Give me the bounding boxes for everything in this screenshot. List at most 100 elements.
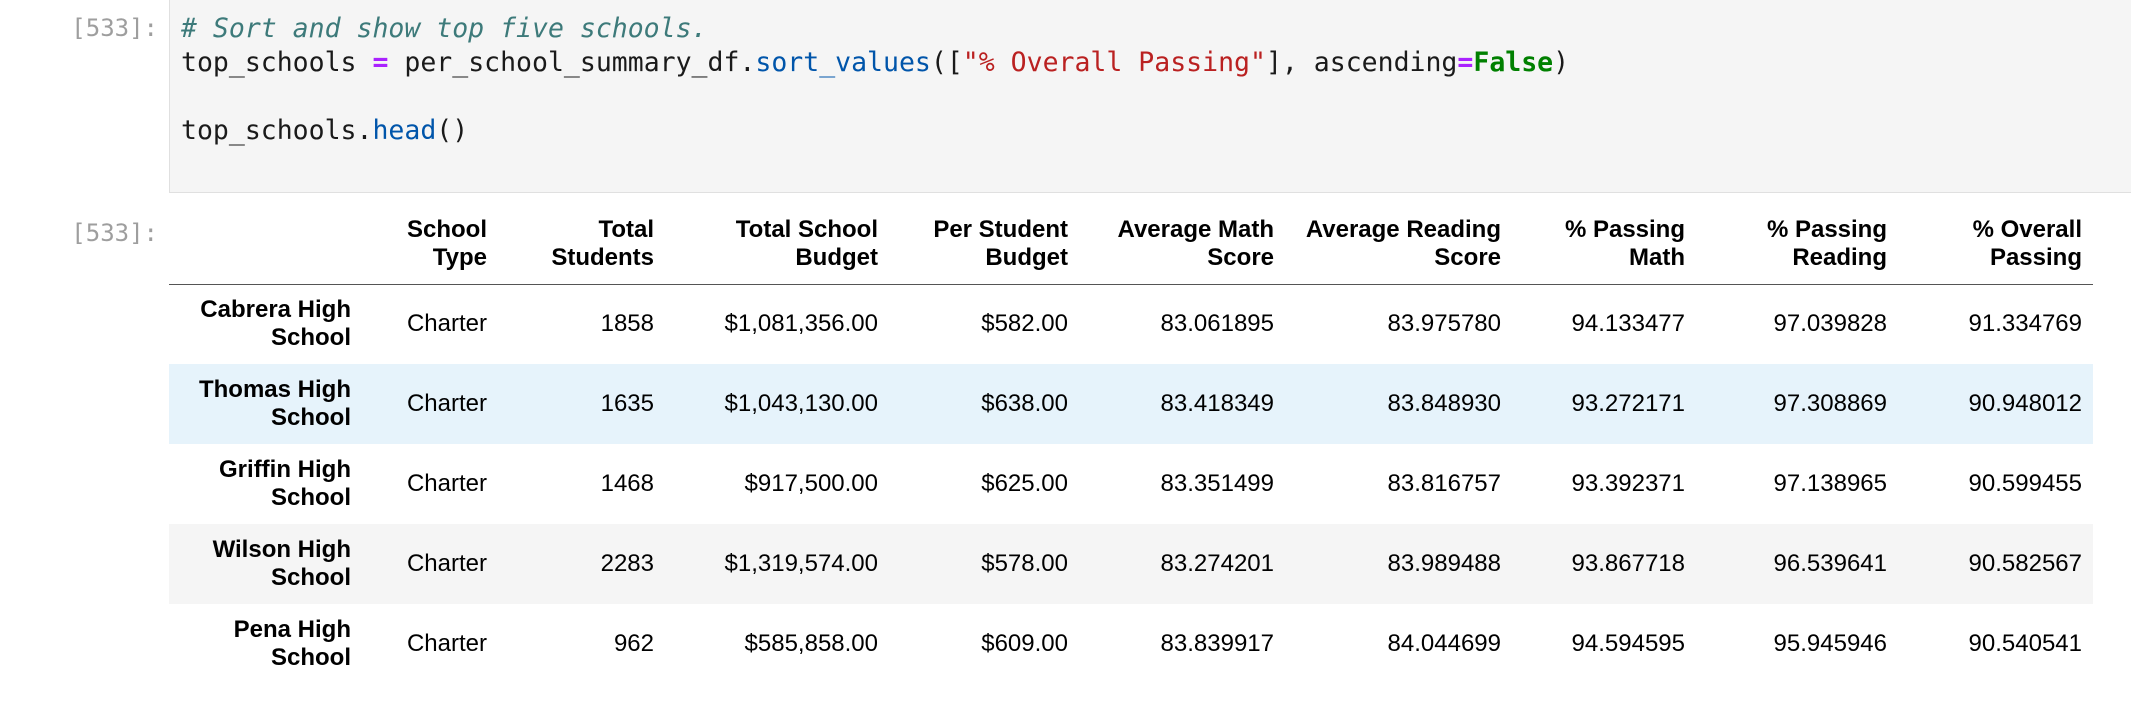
table-cell: 962	[613, 630, 654, 657]
code-token-keyword: False	[1473, 47, 1554, 78]
column-header-text: Budget	[985, 243, 1068, 271]
row-index-text: Wilson High	[212, 536, 351, 563]
row-index-label: Wilson High School	[169, 524, 362, 604]
code-cell-editor[interactable]: # Sort and show top five schools. top_sch…	[169, 0, 2131, 193]
column-header-text: Score	[1207, 243, 1274, 271]
column-header: Total School Budget	[665, 200, 889, 285]
table-body: Cabrera High School Charter 1858 $1,081,356.…	[169, 284, 2093, 684]
row-index-text: School	[270, 324, 351, 352]
code-token-object: per_school_summary_df.	[388, 47, 756, 78]
table-cell: 1635	[600, 390, 654, 417]
output-area: School Type Total Students Total School Budge…	[169, 200, 2093, 684]
table-cell: 95.945946	[1773, 630, 1887, 657]
table-cell: Charter	[406, 470, 487, 497]
column-header-text: Total School	[735, 215, 878, 243]
column-header: Average Math Score	[1079, 200, 1285, 285]
column-header-text: % Passing	[1766, 215, 1887, 243]
code-token-object-2: top_schools.	[181, 115, 373, 146]
table-cell: Charter	[406, 630, 487, 657]
table-cell: $609.00	[981, 630, 1068, 657]
table-header-row: School Type Total Students Total School Budge…	[169, 200, 2093, 285]
column-header-text: Type	[432, 243, 487, 271]
table-cell: 94.594595	[1571, 630, 1685, 657]
table-cell: $638.00	[981, 390, 1068, 417]
index-header	[169, 200, 362, 285]
code-line-3	[181, 80, 2120, 114]
table-cell: Charter	[406, 550, 487, 577]
row-index-text: Cabrera High	[200, 296, 351, 324]
row-index-text: Griffin High	[219, 456, 351, 483]
table-cell: 94.133477	[1571, 310, 1685, 338]
table-cell: 1858	[600, 310, 654, 338]
table-cell: 83.989488	[1387, 550, 1501, 577]
column-header-text: Average Reading	[1305, 215, 1501, 243]
code-line-1: # Sort and show top five schools.	[181, 12, 2120, 46]
table-cell: $917,500.00	[744, 470, 878, 497]
row-index-text: School	[270, 484, 351, 511]
code-token-method-2: head	[372, 115, 437, 146]
table-cell: 93.392371	[1571, 470, 1685, 497]
table-cell: 97.039828	[1773, 310, 1887, 338]
row-index-label: Cabrera High School	[169, 284, 362, 364]
row-index-text: Thomas High	[198, 376, 351, 403]
table-cell: $625.00	[981, 470, 1068, 497]
table-row: Pena High School Charter 962 $585,858.00 $609…	[169, 604, 2093, 684]
table-cell: 97.138965	[1773, 470, 1887, 497]
column-header-text: % Passing	[1564, 215, 1685, 243]
code-token-open: ([	[930, 47, 963, 78]
dataframe-table: School Type Total Students Total School Budge…	[169, 200, 2093, 684]
row-index-text: School	[270, 644, 351, 671]
column-header-text: Reading	[1792, 243, 1887, 271]
table-cell: $578.00	[981, 550, 1068, 577]
table-cell: 90.948012	[1968, 390, 2082, 417]
column-header: % Overall Passing	[1898, 200, 2093, 285]
code-line-4: top_schools.head()	[181, 114, 2120, 148]
column-header-text: Math	[1629, 243, 1685, 271]
table-row: Cabrera High School Charter 1858 $1,081,356.…	[169, 284, 2093, 364]
column-header-text: Budget	[795, 243, 878, 271]
table-cell: 83.351499	[1160, 470, 1274, 497]
table-cell: 91.334769	[1968, 310, 2082, 338]
table-cell: Charter	[406, 310, 487, 338]
row-index-text: Pena High	[233, 616, 351, 643]
code-token-method: sort_values	[755, 47, 931, 78]
column-header: School Type	[362, 200, 498, 285]
code-comment: # Sort and show top five schools.	[181, 13, 708, 44]
column-header: % Passing Reading	[1696, 200, 1898, 285]
code-token-assign: =	[372, 47, 389, 78]
table-cell: $1,043,130.00	[724, 390, 878, 417]
table-cell: Charter	[406, 390, 487, 417]
table-row: Wilson High School Charter 2283 $1,319,574.0…	[169, 524, 2093, 604]
column-header-text: Average Math	[1117, 215, 1275, 243]
table-cell: $1,319,574.00	[724, 550, 878, 577]
table-cell: 83.848930	[1387, 390, 1501, 417]
table-cell: 83.418349	[1160, 390, 1274, 417]
column-header-text: Total	[598, 215, 654, 243]
row-index-label: Thomas High School	[169, 364, 362, 444]
row-index-text: School	[270, 564, 351, 591]
row-index-label: Griffin High School	[169, 444, 362, 524]
table-cell: 90.582567	[1968, 550, 2082, 577]
table-cell: 83.274201	[1160, 550, 1274, 577]
input-prompt: [533]:	[71, 14, 158, 42]
table-cell: $1,081,356.00	[724, 310, 878, 338]
column-header-text: Students	[551, 243, 654, 271]
table-cell: 93.867718	[1571, 550, 1685, 577]
code-token-mid: ], ascending	[1265, 47, 1458, 78]
column-header-text: School	[406, 215, 487, 243]
table-cell: 84.044699	[1387, 630, 1501, 657]
output-prompt: [533]:	[71, 219, 158, 247]
table-cell: 93.272171	[1571, 390, 1685, 417]
table-cell: 83.816757	[1387, 470, 1501, 497]
table-cell: 83.975780	[1387, 310, 1501, 338]
row-index-text: School	[270, 404, 351, 431]
table-cell: 90.540541	[1968, 630, 2082, 657]
table-row: Thomas High School Charter 1635 $1,043,130.0…	[169, 364, 2093, 444]
code-token-assign-2: =	[1457, 47, 1474, 78]
column-header: Average Reading Score	[1285, 200, 1512, 285]
column-header: % Passing Math	[1512, 200, 1696, 285]
code-token-var: top_schools	[181, 47, 373, 78]
table-cell: 83.061895	[1160, 310, 1274, 338]
code-token-close: )	[1553, 47, 1570, 78]
column-header-text: Per Student	[933, 215, 1068, 243]
